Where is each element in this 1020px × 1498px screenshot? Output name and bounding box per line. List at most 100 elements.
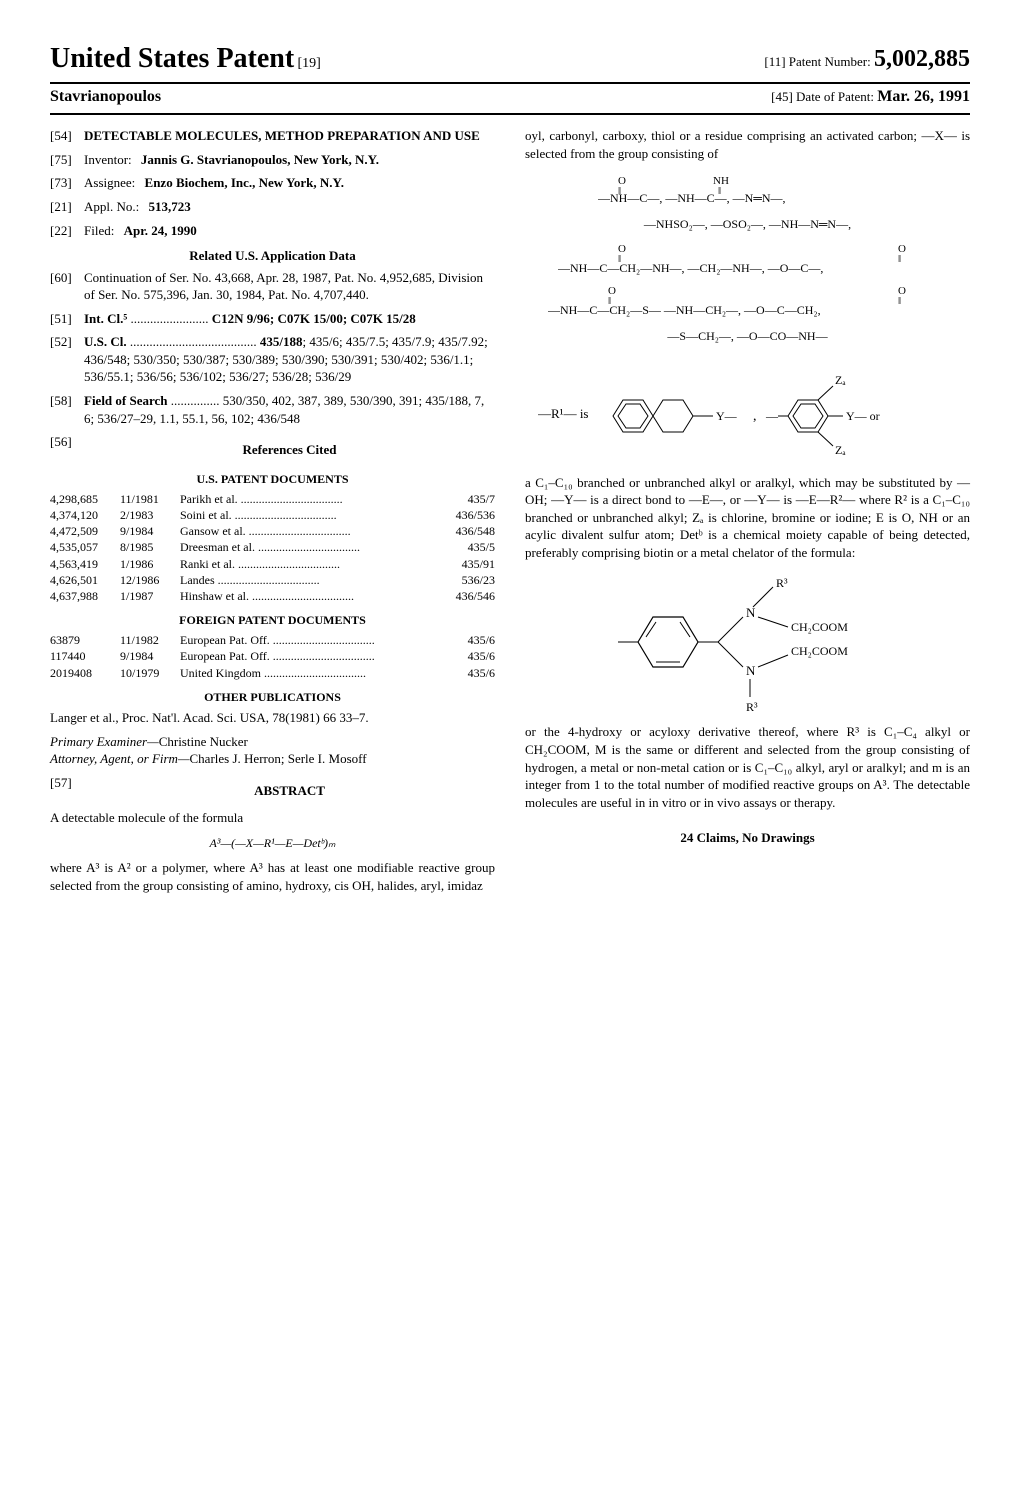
ref-date: 9/1984: [120, 648, 180, 664]
field-num-56: [56]: [50, 433, 84, 463]
ref-date: 11/1981: [120, 491, 180, 507]
ref-no: 63879: [50, 632, 120, 648]
ref-name: European Pat. Off. .....................…: [180, 632, 437, 648]
svg-text:CH₂COOM: CH₂COOM: [791, 644, 848, 658]
inventor-val: Jannis G. Stavrianopoulos, New York, N.Y…: [141, 152, 379, 167]
ref-date: 12/1986: [120, 572, 180, 588]
field-intcl: [51] Int. Cl.⁵ ........................ …: [50, 310, 495, 328]
ref-date: 1/1986: [120, 556, 180, 572]
patent-num-label: [11] Patent Number:: [764, 54, 870, 69]
ref-cls: 435/7: [437, 491, 495, 507]
abstract-heading: ABSTRACT: [84, 782, 495, 800]
claims-line: 24 Claims, No Drawings: [525, 829, 970, 847]
uscl-primary: 435/188: [260, 334, 303, 349]
ref-no: 4,535,057: [50, 539, 120, 555]
foreign-patents-table: 6387911/1982European Pat. Off. .........…: [50, 632, 495, 681]
right-column: oyl, carbonyl, carboxy, thiol or a resid…: [525, 127, 970, 900]
chem-svg-2: O ‖ O ‖ —NH—C—CH₂—NH—, —CH₂—NH—, —O—C—,: [558, 242, 938, 278]
right-p1: oyl, carbonyl, carboxy, thiol or a resid…: [525, 127, 970, 162]
svg-text:‖: ‖: [618, 185, 621, 197]
ref-date: 2/1983: [120, 507, 180, 523]
ref-no: 2019408: [50, 665, 120, 681]
chelator-svg: N R³ CH₂COOM N CH₂COOM R³: [598, 567, 898, 717]
chem-svg-1: O —NH—C—, —NH—C—, —N═N—, ‖ NH ‖: [598, 172, 898, 208]
svg-text:—NH—C—, —NH—C—, —N═N—,: —NH—C—, —NH—C—, —N═N—,: [598, 191, 786, 205]
fos-label: Field of Search: [84, 393, 168, 408]
filed-label: Filed:: [84, 223, 114, 238]
field-abstract: [57] ABSTRACT: [50, 774, 495, 804]
svg-text:N: N: [746, 663, 756, 678]
patent-ref-row: 1174409/1984European Pat. Off. .........…: [50, 648, 495, 664]
svg-text:Y— or: Y— or: [846, 409, 880, 423]
related-app-heading: Related U.S. Application Data: [50, 247, 495, 265]
us-patents-table: 4,298,68511/1981Parikh et al. ..........…: [50, 491, 495, 604]
field-num-75: [75]: [50, 151, 84, 169]
attorney-label: Attorney, Agent, or Firm—: [50, 751, 190, 766]
ref-name: Ranki et al. ...........................…: [180, 556, 437, 572]
svg-text:‖: ‖: [898, 253, 901, 265]
otherpub-text: Langer et al., Proc. Nat'l. Acad. Sci. U…: [50, 709, 495, 727]
field-title: [54] DETECTABLE MOLECULES, METHOD PREPAR…: [50, 127, 495, 145]
svg-text:—: —: [765, 409, 779, 423]
svg-text:CH₂COOM: CH₂COOM: [791, 620, 848, 634]
chem-svg-3: O ‖ O ‖ —NH—C—CH₂—S— —NH—CH₂—, —O—C—CH₂,: [548, 284, 948, 320]
header-right-sub: [45] Date of Patent: Mar. 26, 1991: [771, 86, 970, 108]
ref-name: Landes .................................…: [180, 572, 437, 588]
ref-cls: 435/6: [437, 665, 495, 681]
examiner-label: Primary Examiner—: [50, 734, 159, 749]
inventor-surname: Stavrianopoulos: [50, 86, 161, 108]
svg-text:—NH—C—CH₂—S— —NH—CH₂—, —O—C—CH: —NH—C—CH₂—S— —NH—CH₂—, —O—C—CH₂,: [548, 303, 821, 317]
svg-text:—NH—C—CH₂—NH—, —CH₂—NH—, —O—C—: —NH—C—CH₂—NH—, —CH₂—NH—, —O—C—,: [558, 261, 823, 275]
ref-no: 117440: [50, 648, 120, 664]
foreign-heading: FOREIGN PATENT DOCUMENTS: [50, 612, 495, 628]
appl-val: 513,723: [149, 199, 191, 214]
ref-name: Dreesman et al. ........................…: [180, 539, 437, 555]
ref-cls: 436/548: [437, 523, 495, 539]
columns: [54] DETECTABLE MOLECULES, METHOD PREPAR…: [50, 127, 970, 900]
chem-line-5: —S—CH₂—, —O—CO—NH—: [525, 326, 970, 348]
attorney-val: Charles J. Herron; Serle I. Mosoff: [190, 751, 367, 766]
examiner-val: Christine Nucker: [159, 734, 248, 749]
field-continuation: [60] Continuation of Ser. No. 43,668, Ap…: [50, 269, 495, 304]
svg-text:Zₐ: Zₐ: [835, 443, 846, 457]
field-num-51: [51]: [50, 310, 84, 328]
ref-no: 4,626,501: [50, 572, 120, 588]
refs-heading: References Cited: [84, 441, 495, 459]
filed-val: Apr. 24, 1990: [124, 223, 197, 238]
svg-text:—R¹— is: —R¹— is: [538, 406, 589, 421]
assignee-label: Assignee:: [84, 175, 135, 190]
abstract-formula: A³—(—X—R¹—E—Detᵇ)ₘ: [50, 835, 495, 851]
patent-ref-row: 4,563,4191/1986Ranki et al. ............…: [50, 556, 495, 572]
patent-header-sub: Stavrianopoulos [45] Date of Patent: Mar…: [50, 86, 970, 116]
field-num-57: [57]: [50, 774, 84, 804]
patent-ref-row: 4,626,50112/1986Landes .................…: [50, 572, 495, 588]
field-num-22: [22]: [50, 222, 84, 240]
svg-text:Y—: Y—: [716, 409, 738, 423]
field-num-60: [60]: [50, 269, 84, 304]
ref-cls: 435/6: [437, 632, 495, 648]
patent-ref-row: 4,374,1202/1983Soini et al. ............…: [50, 507, 495, 523]
ref-no: 4,563,419: [50, 556, 120, 572]
field-num-52: [52]: [50, 333, 84, 386]
ref-no: 4,298,685: [50, 491, 120, 507]
svg-text:N: N: [746, 605, 756, 620]
field-refs: [56] References Cited: [50, 433, 495, 463]
ref-date: 8/1985: [120, 539, 180, 555]
ref-no: 4,472,509: [50, 523, 120, 539]
field-num-54: [54]: [50, 127, 84, 145]
header-right-top: [11] Patent Number: 5,002,885: [764, 43, 970, 77]
svg-text:,: ,: [753, 409, 757, 424]
svg-text:Zₐ: Zₐ: [835, 373, 846, 387]
inventor-label: Inventor:: [84, 152, 132, 167]
ref-cls: 435/5: [437, 539, 495, 555]
uspat-heading: U.S. PATENT DOCUMENTS: [50, 471, 495, 487]
ref-name: Hinshaw et al. .........................…: [180, 588, 437, 604]
intcl-val: C12N 9/96; C07K 15/00; C07K 15/28: [212, 311, 416, 326]
examiner-line: Primary Examiner—Christine Nucker: [50, 733, 495, 751]
ref-date: 9/1984: [120, 523, 180, 539]
ref-name: Parikh et al. ..........................…: [180, 491, 437, 507]
svg-text:‖: ‖: [898, 295, 901, 307]
ref-no: 4,374,120: [50, 507, 120, 523]
svg-text:R³: R³: [776, 576, 788, 590]
usp-title: United States Patent: [50, 43, 294, 74]
